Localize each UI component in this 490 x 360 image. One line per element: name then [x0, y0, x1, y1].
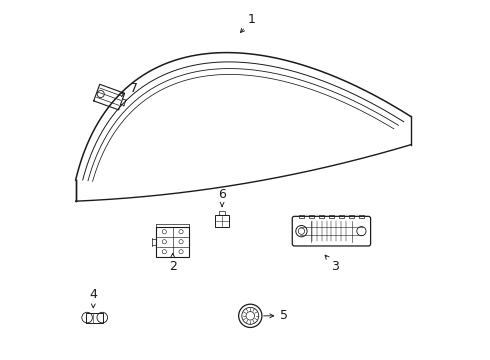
Text: 3: 3 [325, 255, 339, 273]
Text: 5: 5 [264, 309, 288, 322]
Bar [349, 215, 354, 219]
Text: 6: 6 [218, 188, 226, 206]
Bar [219, 211, 225, 215]
Text: 4: 4 [89, 288, 97, 308]
Bar [339, 215, 344, 219]
Bar [329, 215, 334, 219]
Bar [309, 215, 314, 219]
Bar [359, 215, 364, 219]
Bar [156, 227, 190, 257]
Bar [216, 215, 229, 226]
Bar [299, 215, 304, 219]
Text: 7: 7 [120, 82, 138, 96]
Bar [319, 215, 324, 219]
Text: 1: 1 [241, 13, 256, 32]
Bar [86, 312, 103, 323]
Text: 2: 2 [169, 253, 176, 273]
